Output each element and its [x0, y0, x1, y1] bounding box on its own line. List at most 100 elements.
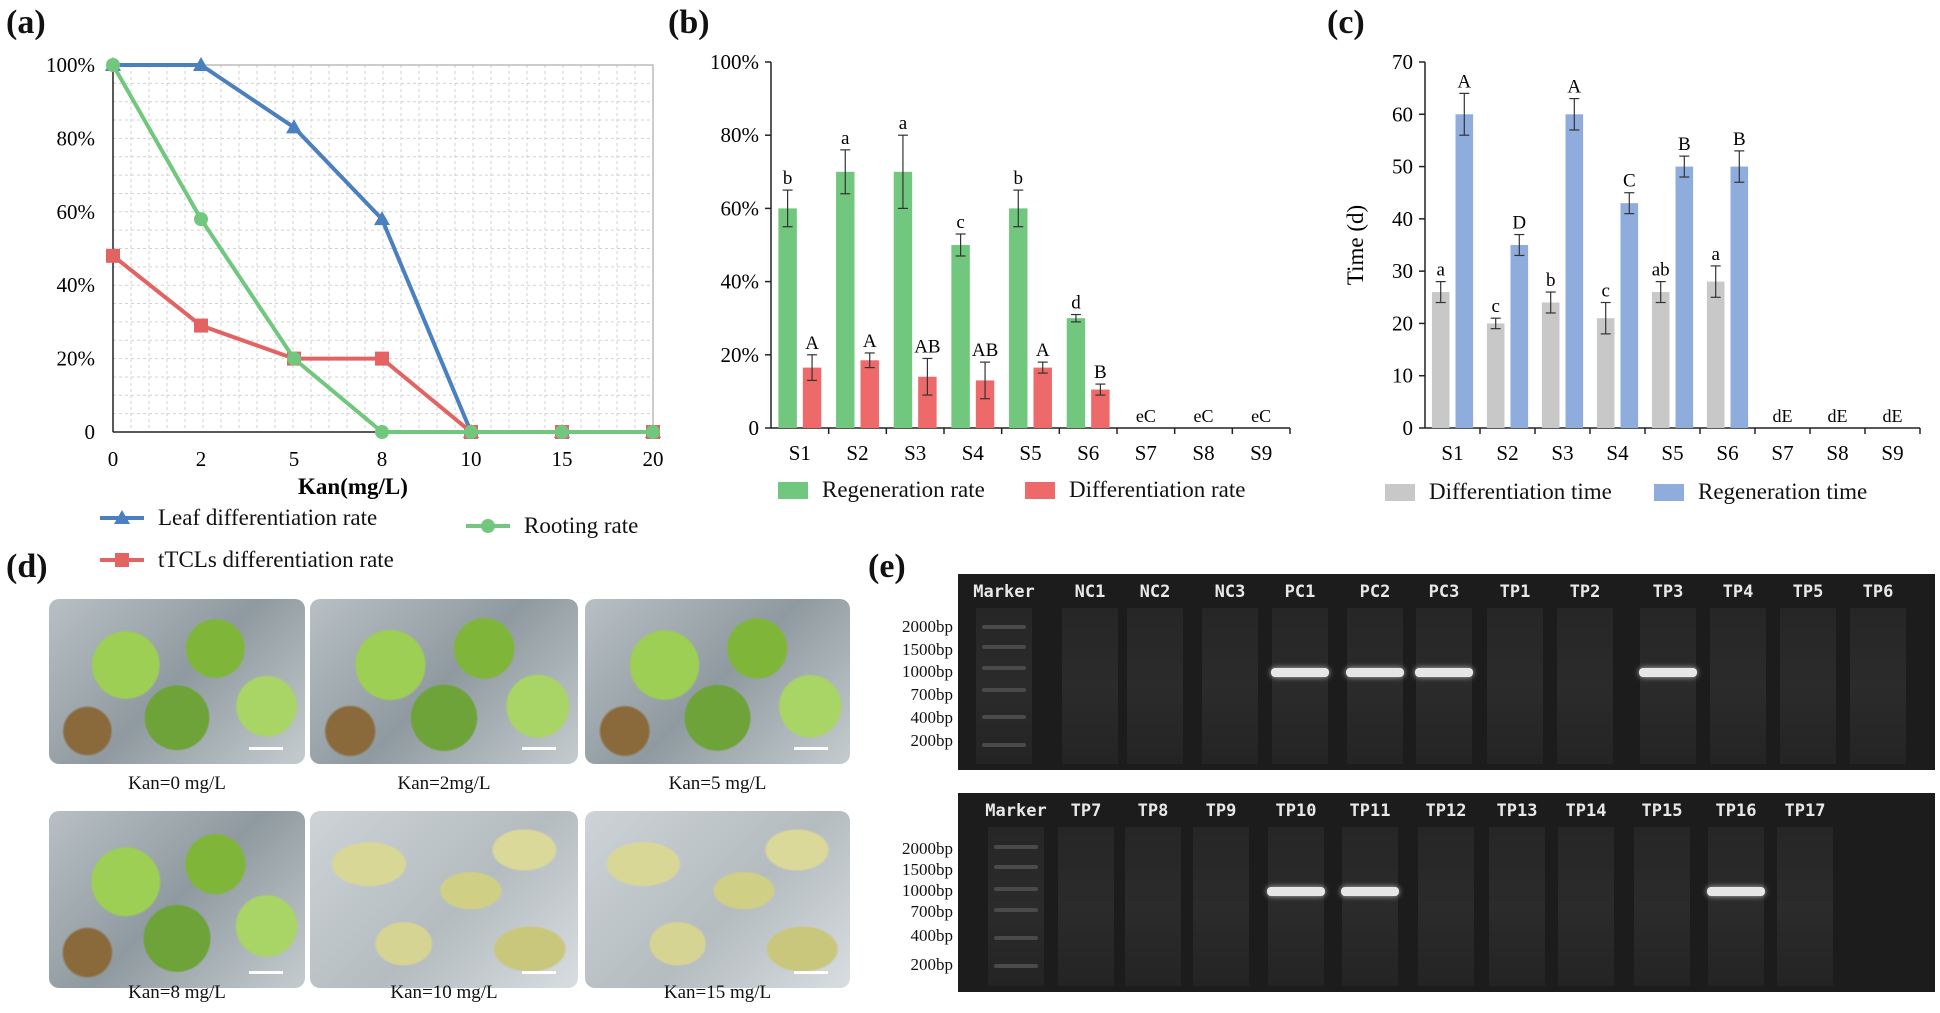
- bar-1: [918, 376, 937, 428]
- x-tick-label: S9: [1250, 441, 1272, 465]
- bar-chart-rates: 0 20% 40% 60% 80% 100% S1 b A S2 a A S3 a AB S4 c AB S5 b A S…: [710, 50, 1291, 465]
- scale-bar: [522, 747, 556, 750]
- y-tick-label: 30: [1392, 259, 1413, 283]
- dna-band: [1707, 886, 1765, 896]
- panel-label-d: (d): [6, 548, 48, 585]
- marker-band: [994, 936, 1038, 941]
- x-tick-label: S1: [1441, 441, 1463, 465]
- y-tick-label: 100%: [710, 50, 759, 74]
- lane-label: TP15: [1641, 801, 1683, 821]
- significance-letter: eC: [1136, 406, 1156, 426]
- gel-lane: [1850, 608, 1906, 764]
- data-point-square: [375, 351, 389, 366]
- x-tick-label: S7: [1771, 441, 1793, 465]
- marker-size-label: 1000bp: [902, 881, 953, 900]
- x-tick-label: S8: [1192, 441, 1214, 465]
- marker-band: [994, 908, 1038, 913]
- marker-size-label: 700bp: [910, 685, 954, 704]
- significance-letter: a: [841, 128, 850, 149]
- data-point-circle: [555, 425, 569, 439]
- panel-label-c: (c): [1327, 4, 1365, 41]
- significance-letter: AB: [914, 336, 940, 357]
- gel-lane: [1777, 827, 1833, 986]
- gel-lane: [1640, 608, 1696, 764]
- lane-label: TP11: [1349, 801, 1391, 821]
- lane-label: TP14: [1565, 801, 1607, 821]
- data-point-triangle: [286, 119, 302, 134]
- lane-label: NC1: [1074, 582, 1106, 602]
- y-tick-label: 0: [749, 416, 760, 440]
- gel-lane: [1634, 827, 1690, 986]
- dna-band: [1341, 886, 1399, 896]
- y-tick-label: 80%: [721, 123, 760, 147]
- gel-lane: [1487, 608, 1543, 764]
- y-tick-label: 0: [1403, 416, 1414, 440]
- scale-bar: [522, 971, 556, 974]
- y-tick-label: 40: [1392, 207, 1413, 231]
- significance-letter: b: [783, 168, 793, 189]
- significance-letter: A: [863, 331, 877, 352]
- photo-caption: Kan=8 mg/L: [128, 982, 226, 1003]
- marker-band: [982, 742, 1026, 747]
- data-point-circle: [194, 212, 208, 227]
- marker-size-label: 2000bp: [902, 839, 953, 858]
- lane-label: TP8: [1137, 801, 1169, 821]
- marker-size-label: 1500bp: [902, 640, 953, 659]
- bar-1: [802, 367, 822, 428]
- x-tick-label: S6: [1077, 441, 1099, 465]
- bar-1: [1455, 114, 1474, 429]
- x-tick-label: S7: [1135, 441, 1157, 465]
- bar-0: [893, 171, 913, 429]
- marker-band: [994, 886, 1038, 891]
- gel-lane: [1127, 608, 1183, 764]
- lane-label: TP1: [1499, 582, 1531, 602]
- lane-label: TP13: [1496, 801, 1538, 821]
- legend-differentiation-rate-label: Differentiation rate: [1069, 477, 1246, 502]
- bar-1: [1730, 166, 1749, 429]
- significance-letter: A: [1457, 71, 1471, 92]
- lane-label: TP2: [1569, 582, 1601, 602]
- marker-size-label: 2000bp: [902, 617, 953, 636]
- scale-bar: [249, 747, 283, 750]
- dna-band: [1415, 668, 1473, 678]
- significance-letter: A: [805, 333, 819, 354]
- bar-1: [1565, 114, 1584, 429]
- marker-band: [982, 644, 1026, 649]
- y-tick-label: 70: [1392, 50, 1413, 74]
- lane-label: TP5: [1792, 582, 1824, 602]
- legend-differentiation-time-label: Differentiation time: [1429, 479, 1612, 504]
- scale-bar: [249, 971, 283, 974]
- gel-lane: [1058, 827, 1114, 986]
- x-tick-label: 2: [196, 447, 207, 471]
- x-tick-label: S2: [1496, 441, 1518, 465]
- gel-lane: [976, 608, 1032, 764]
- x-tick-label: 5: [289, 447, 300, 471]
- lane-label: TP10: [1275, 801, 1317, 821]
- significance-letter: a: [1711, 244, 1720, 265]
- y-tick-label: 20%: [57, 347, 96, 371]
- photo-caption: Kan=0 mg/L: [128, 773, 226, 794]
- bar-0: [836, 171, 855, 429]
- dna-band: [1267, 886, 1325, 896]
- legend-rooting: Rooting rate: [466, 513, 638, 539]
- legend-rooting-label: Rooting rate: [524, 513, 639, 538]
- lane-label: TP7: [1070, 801, 1102, 821]
- lane-label: Marker: [985, 801, 1047, 821]
- legend-differentiation-time: Differentiation time: [1385, 479, 1612, 505]
- bar-1: [860, 360, 879, 428]
- significance-letter: A: [1036, 340, 1050, 361]
- significance-letter: c: [1491, 296, 1499, 317]
- gel-lane: [1268, 827, 1324, 986]
- y-tick-label: 40%: [57, 273, 96, 297]
- significance-letter: C: [1623, 171, 1636, 192]
- x-tick-label: S3: [904, 441, 926, 465]
- gel-lane: [1202, 608, 1258, 764]
- bar-1: [975, 380, 995, 428]
- data-point-circle: [287, 351, 301, 366]
- marker-size-label: 1500bp: [902, 860, 953, 879]
- marker-size-label: 1000bp: [902, 662, 953, 681]
- x-tick-label: 8: [377, 447, 388, 471]
- bar-0: [1541, 302, 1560, 428]
- legend-leaf-label: Leaf differentiation rate: [158, 505, 378, 530]
- legend-square-icon: [100, 553, 144, 567]
